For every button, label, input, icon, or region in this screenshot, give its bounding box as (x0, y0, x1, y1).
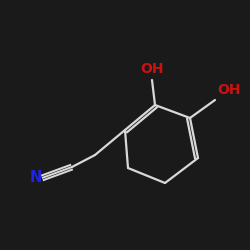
Text: N: N (30, 170, 42, 186)
Text: OH: OH (140, 62, 164, 76)
Text: OH: OH (218, 84, 241, 98)
